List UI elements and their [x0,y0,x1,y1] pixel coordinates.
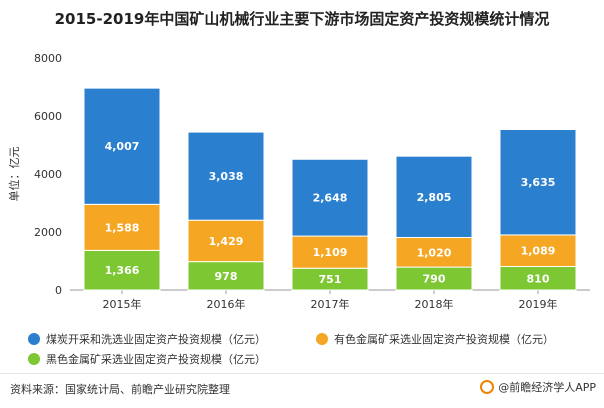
data-label: 810 [527,272,550,285]
x-tick-label: 2017年 [311,297,350,311]
legend-coal-label: 煤炭开采和洗选业固定资产投资规模（亿元） [46,333,266,346]
bar-segment [499,234,577,268]
brand-mark: @前瞻经济学人APP [480,379,596,395]
bar-segment [83,249,161,291]
legend-ferrous-swatch [28,353,40,365]
legend-ferrous: 黑色金属矿采选业固定资产投资规模（亿元） [28,351,266,367]
data-label: 3,038 [209,170,244,183]
qianzhan-logo-icon [480,380,495,394]
data-label: 978 [215,270,238,283]
y-tick-label: 0 [55,284,62,297]
legend-nonferrous: 有色金属矿采选业固定资产投资规模（亿元） [316,331,554,347]
data-label: 751 [319,273,342,286]
chart-title: 2015-2019年中国矿山机械行业主要下游市场固定资产投资规模统计情况 [54,10,550,28]
data-label: 3,635 [521,176,556,189]
legend-nonferrous-swatch [316,333,328,345]
legend-coal-swatch [28,333,40,345]
bar-segment [83,203,161,251]
data-label: 1,020 [417,246,452,259]
brand-label: @前瞻经济学人APP [498,381,596,394]
source-note: 资料来源：国家统计局、前瞻产业研究院整理 [10,383,230,396]
x-tick-label: 2016年 [207,297,246,311]
footer-divider [0,373,604,374]
stacked-bar-chart: 0 2000 4000 6000 8000 单位：亿元 1,366 1,588 4,007 201… [7,52,590,311]
data-label: 2,648 [313,192,348,205]
legend-coal: 煤炭开采和洗选业固定资产投资规模（亿元） [28,331,266,347]
bar-segment [187,131,265,221]
bar-segment [395,155,473,239]
bar-segment [291,158,369,237]
data-label: 1,109 [313,246,348,259]
legend-nonferrous-label: 有色金属矿采选业固定资产投资规模（亿元） [334,333,554,346]
bar-segment [291,235,369,269]
bar-segment [499,129,577,236]
bar-segment [83,87,161,205]
data-label: 1,089 [521,245,556,258]
bar-segment [187,219,265,263]
y-tick-label: 8000 [34,52,62,65]
data-label: 1,366 [105,264,140,277]
data-label: 790 [423,273,446,286]
x-tick-label: 2019年 [519,297,558,311]
y-axis-title: 单位：亿元 [7,147,21,202]
x-tick-label: 2018年 [415,297,454,311]
data-label: 1,429 [209,235,244,248]
y-tick-label: 2000 [34,226,62,239]
y-tick-label: 6000 [34,110,62,123]
data-label: 4,007 [105,140,140,153]
data-label: 1,588 [105,221,140,234]
data-label: 2,805 [417,191,452,204]
x-tick-label: 2015年 [103,297,142,311]
bar-segment [395,237,473,268]
y-tick-label: 4000 [34,168,62,181]
legend-ferrous-label: 黑色金属矿采选业固定资产投资规模（亿元） [46,353,266,366]
